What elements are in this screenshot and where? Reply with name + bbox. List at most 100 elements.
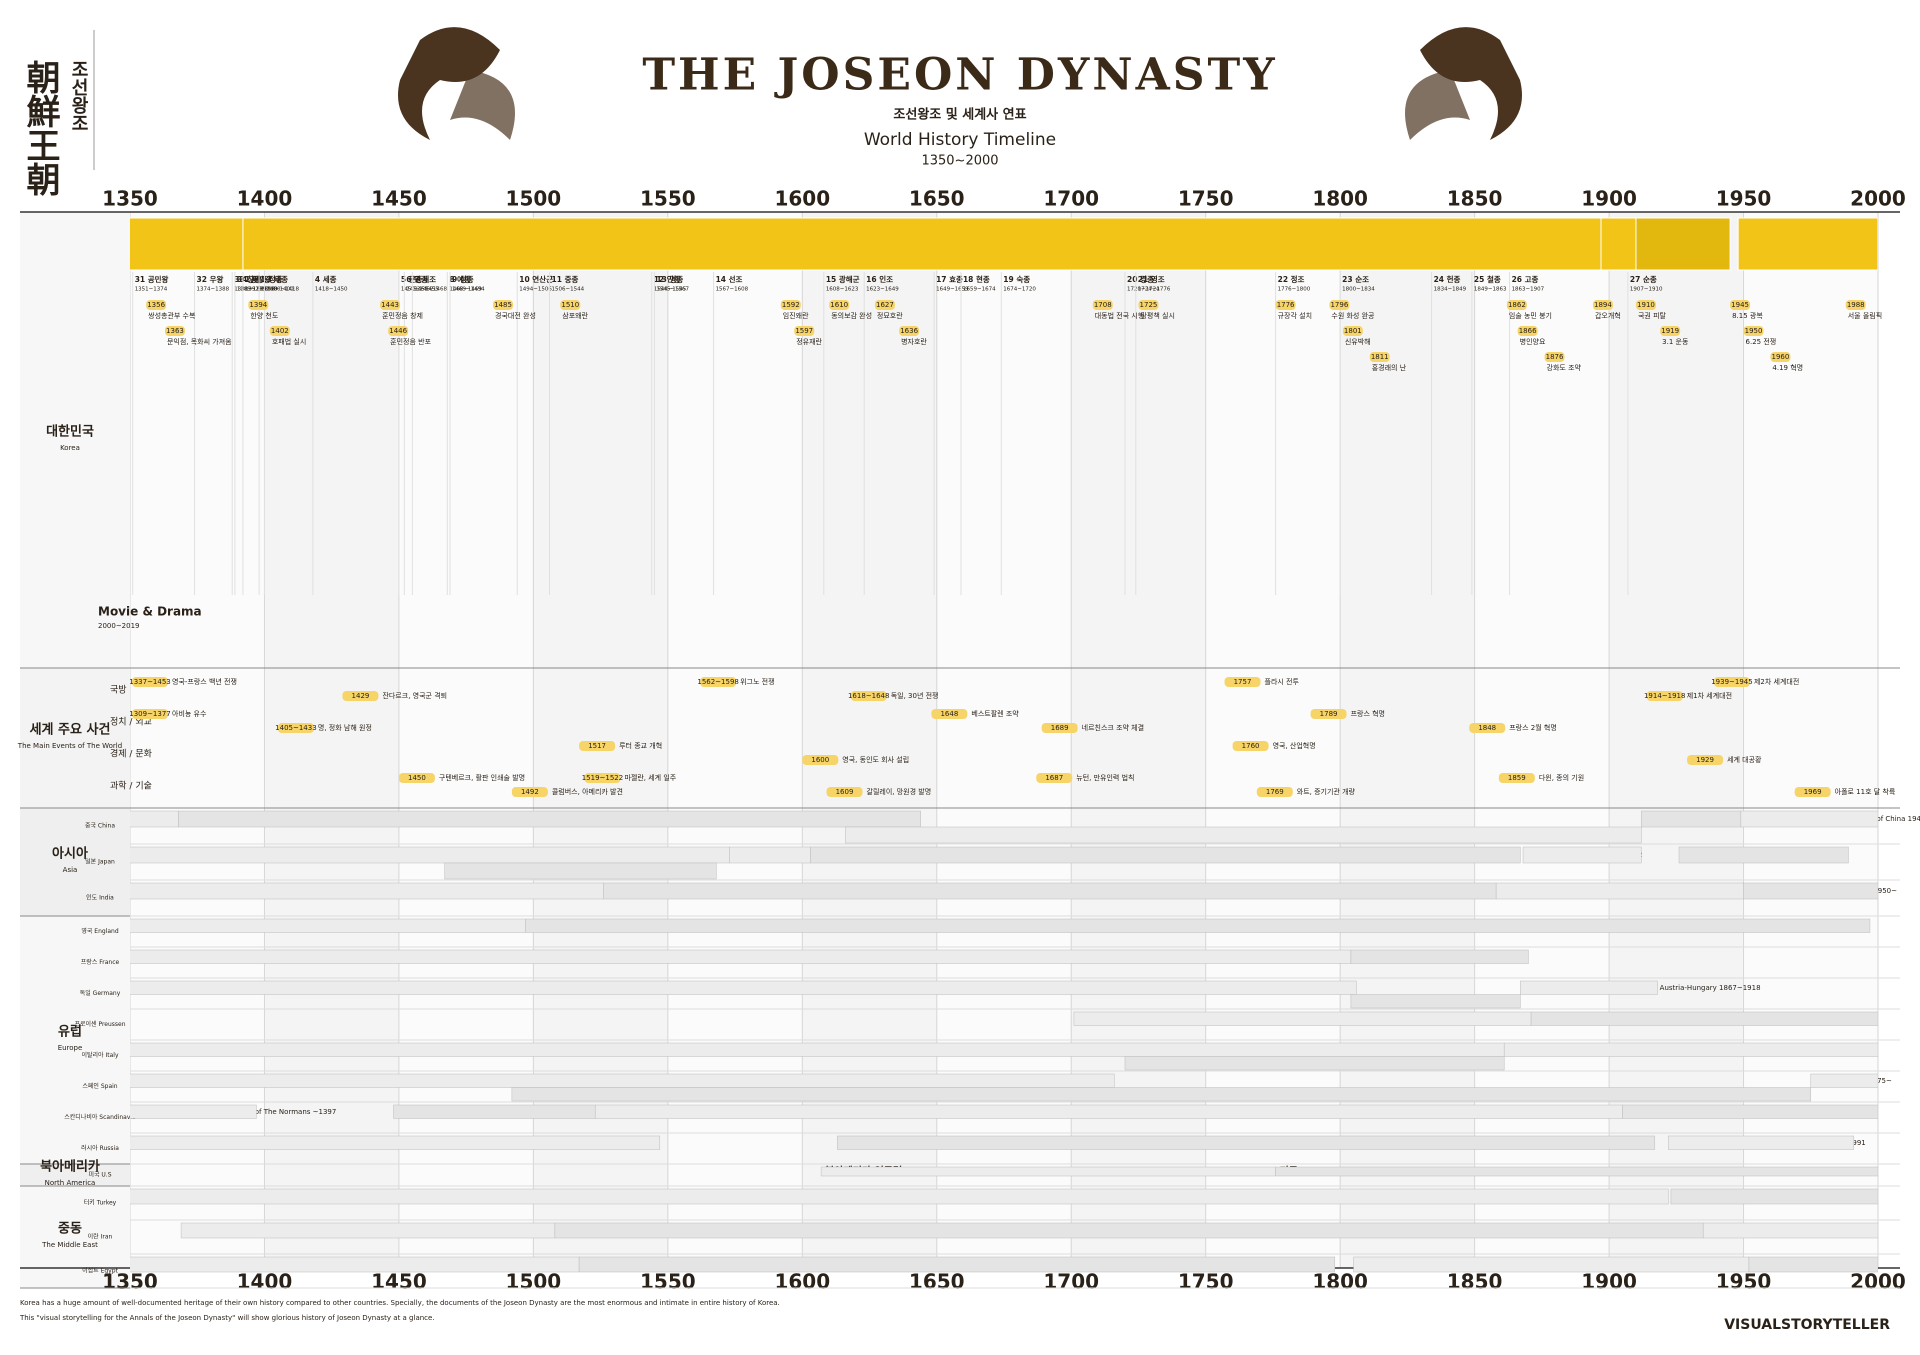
world-event-text: 갈릴레이, 망원경 발명	[867, 787, 932, 796]
event-year-chip	[380, 300, 401, 310]
period-bar	[130, 980, 1357, 995]
world-event-text: 콜럼버스, 아메리카 발견	[552, 787, 623, 796]
king-years: 1567~1608	[716, 287, 749, 293]
footnote-2: This "visual storytelling for the Annals…	[19, 1314, 435, 1322]
king-name: 3 태종	[266, 274, 288, 284]
event-text: 홍경래의 난	[1372, 363, 1407, 372]
x-tick-label-bottom: 1500	[506, 1270, 562, 1294]
section-label: 중동	[58, 1222, 82, 1237]
world-event-years: 1760	[1242, 742, 1260, 750]
event-year: 1919	[1661, 327, 1679, 335]
period-bar	[554, 1222, 1704, 1239]
event-year: 1801	[1344, 327, 1362, 335]
world-event-text: 제2차 세계대전	[1754, 677, 1799, 686]
category-label: 경제 / 문화	[110, 748, 152, 760]
section-label-en: Europe	[58, 1044, 83, 1052]
x-tick-label-top: 1350	[102, 187, 158, 211]
event-year: 1636	[900, 327, 918, 335]
king-name: 23 순조	[1342, 275, 1369, 284]
world-event-chip	[700, 677, 737, 687]
world-event-years: 1519~1522	[582, 774, 624, 782]
king-name: 9 성종	[452, 274, 474, 284]
king-name: 5 문종	[401, 275, 423, 284]
world-event-years: 1309~1377	[129, 710, 171, 718]
king-years: 1418~1450	[315, 287, 348, 293]
king-name: 8 예종	[449, 274, 471, 284]
event-year-chip	[1342, 326, 1363, 336]
period-bar	[1124, 1056, 1505, 1071]
world-event-text: 프랑스 혁명	[1351, 709, 1385, 718]
row-label: 이란 Iran	[88, 1233, 113, 1241]
king-years: 1674~1720	[1003, 287, 1036, 293]
event-year: 1950	[1745, 327, 1763, 335]
world-event-years: 1337~1453	[129, 678, 171, 686]
world-event-years: 1405~1433	[275, 724, 317, 732]
event-text: 8.15 광복	[1732, 312, 1763, 320]
period-bar	[603, 882, 1497, 900]
event-year: 1363	[166, 327, 184, 335]
world-event-text: 아폴로 11호 달 착륙	[1835, 787, 1896, 796]
period-bar	[1530, 1011, 1878, 1026]
event-text: 훈민정음 창제	[382, 311, 423, 320]
world-event-chip	[1036, 773, 1073, 783]
king-name: 6 단종	[406, 274, 428, 284]
king-years: 1544~1545	[654, 287, 687, 293]
world-event-years: 1939~1945	[1711, 678, 1753, 686]
event-year-chip	[560, 300, 581, 310]
world-event-chip	[1469, 723, 1506, 733]
event-year: 1960	[1772, 353, 1790, 361]
event-year: 1811	[1371, 353, 1389, 361]
event-text: 강화도 조약	[1547, 363, 1582, 372]
row-label: 인도 India	[86, 895, 114, 902]
king-name: 12 인종	[654, 274, 681, 284]
period-bar	[1495, 882, 1744, 900]
row-label: 미국 U.S	[88, 1171, 111, 1179]
world-event-years: 1618~1648	[848, 692, 890, 700]
world-event-chip	[1224, 677, 1261, 687]
event-year-chip	[1660, 326, 1681, 336]
event-text: 병인양요	[1520, 337, 1546, 346]
event-text: 갑오개혁	[1595, 311, 1621, 320]
world-event-years: 1492	[521, 788, 539, 796]
section-label-en: Korea	[60, 444, 80, 452]
vertical-subtitle: 조선왕조	[68, 60, 89, 132]
event-year: 1510	[561, 301, 579, 309]
king-years: 1545~1567	[656, 287, 689, 293]
world-event-chip	[511, 787, 548, 797]
event-text: 병자호란	[901, 337, 927, 346]
period-bar	[444, 862, 717, 880]
world-event-years: 1757	[1234, 678, 1252, 686]
row-label: 터키 Turkey	[84, 1199, 117, 1207]
period-bar	[511, 1087, 1812, 1102]
event-year: 1725	[1140, 301, 1158, 309]
x-tick-label-bottom: 2000	[1850, 1270, 1906, 1294]
king-years: 1863~1907	[1512, 287, 1545, 293]
king-years: 1720~1724	[1127, 287, 1160, 293]
king-name: 25 철종	[1474, 274, 1501, 284]
x-tick-label-bottom: 1450	[371, 1270, 427, 1294]
event-year-chip	[829, 300, 850, 310]
event-text: 동의보감 완성	[831, 311, 872, 320]
period-bar	[1810, 1073, 1878, 1088]
category-label: 국방	[110, 685, 127, 696]
event-year: 1988	[1847, 301, 1865, 309]
king-years: 1800~1834	[1342, 287, 1375, 293]
king-name: 18 현종	[963, 274, 990, 284]
x-tick-label-top: 1700	[1043, 187, 1099, 211]
king-name: 33 창왕	[234, 274, 261, 284]
world-event-text: 영국-프랑스 백년 전쟁	[172, 677, 237, 686]
period-bar	[1678, 846, 1849, 864]
period-bar	[578, 1256, 1336, 1273]
period-bar	[594, 1104, 1623, 1119]
king-name: 10 연산군	[519, 274, 553, 284]
row-label: 이탈리아 Italy	[81, 1051, 118, 1059]
section-band	[20, 212, 130, 668]
event-year-chip	[1770, 352, 1791, 362]
king-name: 32 우왕	[197, 274, 224, 284]
x-tick-label-bottom: 1850	[1447, 1270, 1503, 1294]
event-year-chip	[1592, 300, 1613, 310]
world-event-years: 1600	[811, 756, 829, 764]
column-shade	[398, 212, 534, 1268]
column-shade	[264, 212, 399, 1268]
world-event-years: 1929	[1696, 756, 1714, 764]
